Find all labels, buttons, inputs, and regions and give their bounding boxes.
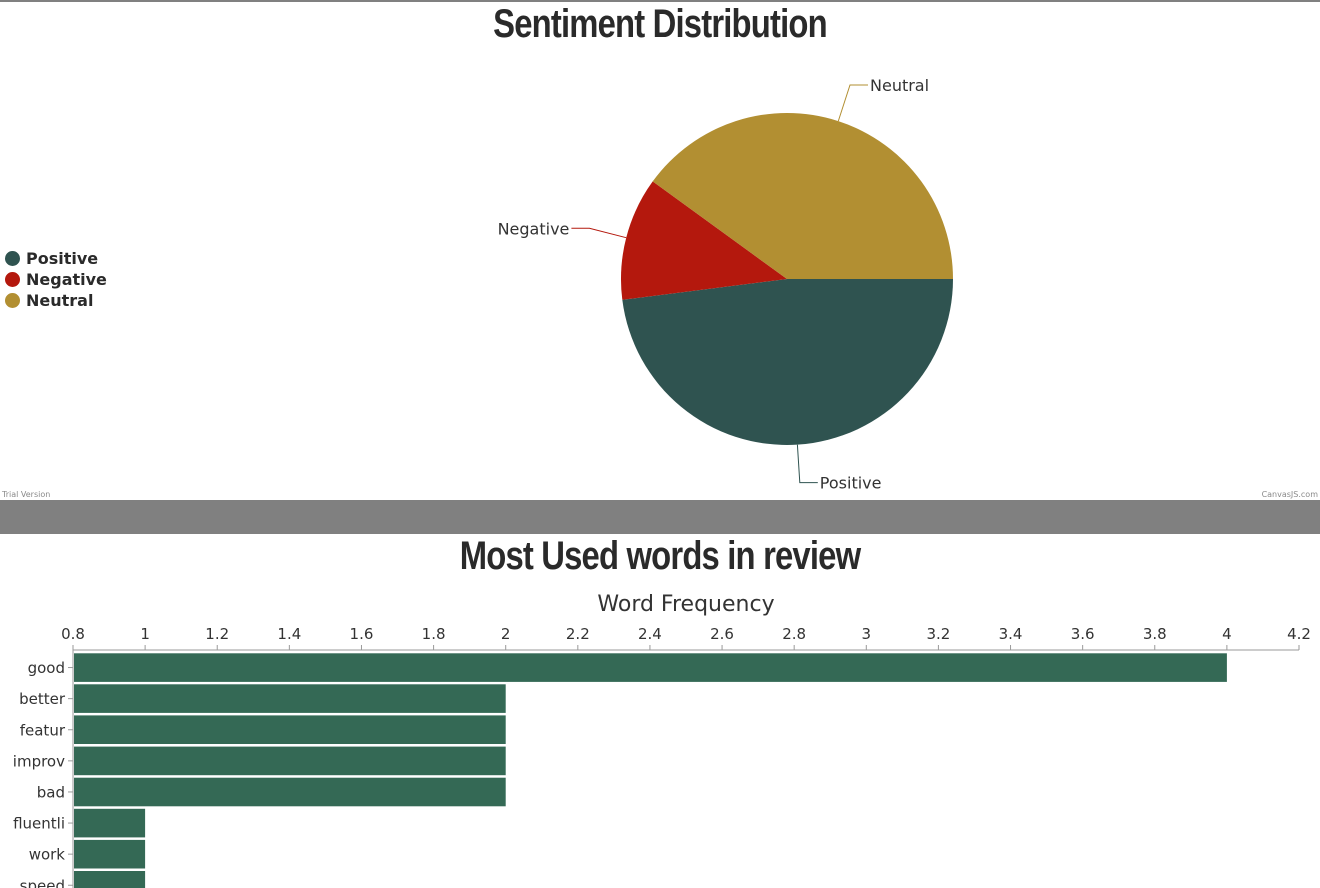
x-tick-label: 1.2 xyxy=(205,625,229,643)
x-tick-label: 2 xyxy=(501,625,511,643)
bar-bad[interactable] xyxy=(74,777,506,807)
y-category-label: fluentli xyxy=(13,815,65,833)
pie-leader-line-positive xyxy=(796,444,818,484)
chart-separator xyxy=(0,500,1320,534)
x-tick-label: 1.8 xyxy=(422,625,446,643)
x-tick-label: 0.8 xyxy=(61,625,85,643)
pie-slice-neutral[interactable] xyxy=(652,112,953,280)
bar-axis-title: Word Frequency xyxy=(597,592,774,617)
pie-leader-line-negative xyxy=(571,227,627,239)
y-category-label: bad xyxy=(37,783,65,801)
pie-chart: Positive Negative Neutral xyxy=(498,76,953,493)
y-category-label: good xyxy=(28,659,65,677)
legend-swatch-negative xyxy=(5,272,20,287)
bar-better[interactable] xyxy=(74,684,506,713)
bar-work[interactable] xyxy=(74,839,146,869)
x-tick-label: 3.6 xyxy=(1071,625,1095,643)
legend-label-neutral: Neutral xyxy=(26,291,94,310)
legend-label-positive: Positive xyxy=(26,249,99,268)
x-tick-label: 1.4 xyxy=(277,625,301,643)
pie-label-negative: Negative xyxy=(498,219,570,238)
bar-fluentli[interactable] xyxy=(74,808,146,838)
y-category-label: work xyxy=(29,846,66,864)
legend-swatch-neutral xyxy=(5,293,20,308)
x-tick-label: 3.2 xyxy=(926,625,950,643)
bar-chart: Word Frequency 0.8 1 1.2 1.4 1.6 1.8 2 2.2 2.4 2.… xyxy=(13,592,1311,888)
legend-item-neutral[interactable]: Neutral xyxy=(5,290,107,311)
sentiment-chart-panel: Sentiment Distribution Positive Negative… xyxy=(0,2,1320,500)
pie-legend: Positive Negative Neutral xyxy=(5,248,107,311)
x-tick-label: 4 xyxy=(1222,625,1232,643)
legend-item-positive[interactable]: Positive xyxy=(5,248,107,269)
pie-slice-negative[interactable] xyxy=(621,181,787,300)
pie-label-positive: Positive xyxy=(820,474,882,493)
x-tick-label: 1 xyxy=(140,625,150,643)
x-tick-label: 2.2 xyxy=(566,625,590,643)
pie-leader-line-neutral xyxy=(837,84,868,122)
x-tick-label: 3 xyxy=(862,625,872,643)
y-category-label: speed xyxy=(20,877,65,888)
x-tick-label: 1.6 xyxy=(350,625,374,643)
y-category-label: improv xyxy=(13,752,65,770)
pie-chart-title: Sentiment Distribution xyxy=(493,2,827,46)
x-tick-label: 2.4 xyxy=(638,625,662,643)
top-border xyxy=(0,0,1320,2)
legend-label-negative: Negative xyxy=(26,270,107,289)
x-tick-label: 3.4 xyxy=(999,625,1023,643)
legend-swatch-positive xyxy=(5,251,20,266)
legend-item-negative[interactable]: Negative xyxy=(5,269,107,290)
bar-chart-title: Most Used words in review xyxy=(459,534,861,578)
bar-good[interactable] xyxy=(74,653,1227,682)
pie-slice-positive[interactable] xyxy=(622,279,953,445)
y-category-label: featur xyxy=(20,721,66,739)
y-category-label: better xyxy=(19,690,66,708)
word-frequency-chart-panel: Most Used words in review Word Frequency… xyxy=(0,534,1320,888)
pie-label-neutral: Neutral xyxy=(870,76,929,95)
x-tick-label: 4.2 xyxy=(1287,625,1311,643)
canvasjs-credit-link[interactable]: CanvasJS.com xyxy=(1261,490,1318,499)
x-tick-label: 3.8 xyxy=(1143,625,1167,643)
trial-version-watermark: Trial Version xyxy=(2,490,51,499)
bar-featur[interactable] xyxy=(74,715,506,744)
x-tick-label: 2.6 xyxy=(710,625,734,643)
bar-improv[interactable] xyxy=(74,746,506,776)
bar-speed[interactable] xyxy=(74,871,146,888)
x-tick-label: 2.8 xyxy=(782,625,806,643)
